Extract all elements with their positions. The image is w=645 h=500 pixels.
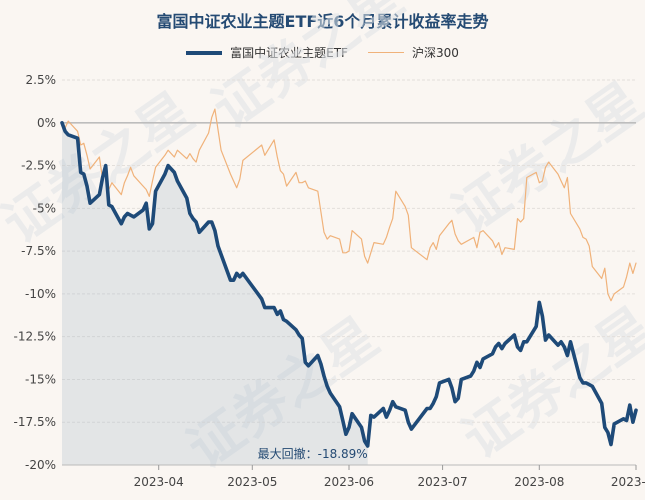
x-tick-label: 2023-07 — [418, 475, 468, 489]
y-tick-label: 2.5% — [26, 73, 57, 87]
x-tick-label: 2023-08 — [514, 475, 564, 489]
max-drawdown-label: 最大回撤：-18.89% — [258, 446, 368, 461]
legend-item-etf[interactable]: 富国中证农业主题ETF — [186, 44, 348, 61]
y-tick-label: -17.5% — [14, 415, 56, 429]
watermark-text: 证券之星 — [441, 70, 645, 245]
watermark-text: 证券之星 — [451, 295, 645, 470]
axis-layer: 2.5% 0% -2.5% -5% -7.5% -10% -12.5% -15% -17.5% -… — [14, 73, 645, 489]
y-tick-label: -5% — [33, 201, 56, 215]
series-line-hs300 — [61, 108, 637, 302]
max-drawdown-area — [62, 122, 368, 466]
legend-label-etf: 富国中证农业主题ETF — [230, 46, 348, 60]
x-tick-label: 2023-04 — [134, 475, 184, 489]
legend-item-hs300[interactable]: 沪深300 — [367, 44, 459, 61]
legend-swatch-hs300 — [367, 52, 404, 53]
legend: 富国中证农业主题ETF 沪深300 — [0, 44, 645, 61]
series-line-etf — [60, 121, 638, 448]
y-tick-label: -7.5% — [21, 244, 56, 258]
legend-swatch-etf — [186, 50, 223, 55]
watermark-text: 证券之星 — [201, 0, 414, 141]
series-layer — [60, 108, 638, 448]
x-tick-label: 2023-05 — [227, 475, 277, 489]
y-tick-label: -2.5% — [21, 159, 56, 173]
x-tick-label: 2023-06 — [324, 475, 374, 489]
drawdown-area-layer — [62, 122, 368, 466]
annotation-layer: 最大回撤：-18.89% — [258, 446, 368, 461]
y-tick-label: -15% — [25, 372, 56, 386]
y-tick-label: -12.5% — [14, 330, 56, 344]
x-tick-label: 2023-09 — [611, 475, 645, 489]
legend-label-hs300: 沪深300 — [411, 46, 459, 60]
y-tick-label: 0% — [37, 116, 56, 130]
y-tick-label: -20% — [25, 458, 56, 472]
chart-title: 富国中证农业主题ETF近6个月累计收益率走势 — [156, 12, 489, 31]
y-tick-label: -10% — [25, 287, 56, 301]
